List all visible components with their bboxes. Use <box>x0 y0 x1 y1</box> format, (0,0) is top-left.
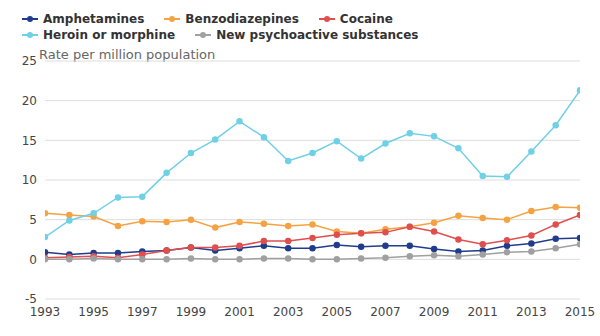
svg-text:2001: 2001 <box>224 305 255 319</box>
html-text:Rate per million population: Rate per million population <box>39 47 216 62</box>
svg-text:1993: 1993 <box>30 305 61 319</box>
html-text:Amphetamines: Amphetamines <box>43 12 145 26</box>
svg-text:-5: -5 <box>25 292 37 306</box>
svg-text:1995: 1995 <box>78 305 109 319</box>
svg-text:2007: 2007 <box>370 305 401 319</box>
html-text:Benzodiazepines: Benzodiazepines <box>185 12 299 26</box>
svg-text:1999: 1999 <box>176 305 207 319</box>
html-text:Cocaine: Cocaine <box>339 12 393 26</box>
svg-text:2005: 2005 <box>322 305 353 319</box>
svg-text:10: 10 <box>22 173 37 187</box>
svg-text:1997: 1997 <box>127 305 158 319</box>
svg-text:2013: 2013 <box>516 305 547 319</box>
html-text:Heroin or morphine: Heroin or morphine <box>43 28 176 42</box>
svg-text:5: 5 <box>29 213 37 227</box>
svg-text:2011: 2011 <box>467 305 498 319</box>
svg-text:20: 20 <box>22 94 37 108</box>
svg-text:25: 25 <box>22 54 37 68</box>
svg-text:15: 15 <box>22 134 37 148</box>
html-text:New psychoactive substances: New psychoactive substances <box>216 28 419 42</box>
svg-text:0: 0 <box>29 253 37 267</box>
svg-text:2009: 2009 <box>419 305 450 319</box>
svg-text:2015: 2015 <box>565 305 592 319</box>
svg-text:2003: 2003 <box>273 305 304 319</box>
